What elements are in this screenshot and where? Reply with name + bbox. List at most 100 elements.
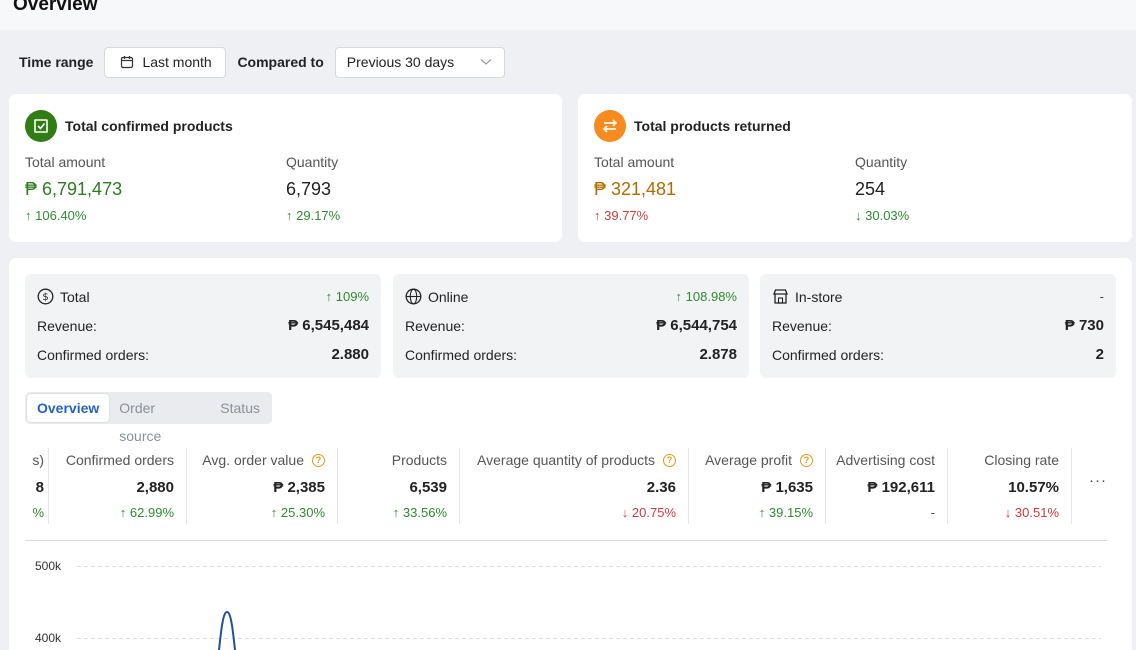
change-value: 106.40% — [35, 208, 87, 223]
returned-products-card: Total products returned Total amount ₱ 3… — [578, 94, 1132, 242]
metric-change: ↑ 29.17% — [286, 208, 340, 223]
kpi-label: Closing rate — [984, 452, 1059, 468]
y-tick-label: 500k — [35, 559, 62, 573]
svg-text:$: $ — [42, 292, 48, 303]
arrow-up-icon: ↑ — [758, 505, 769, 520]
kpi-change: ↓ 20.75% — [622, 505, 676, 520]
arrow-down-icon: ↓ — [855, 208, 866, 223]
arrow-up-icon: ↑ — [675, 289, 686, 304]
info-icon[interactable]: ? — [663, 453, 676, 467]
revenue-value: ₱ 6,544,754 — [656, 317, 737, 334]
channel-card-online: Online ↑ 108.98% Revenue: ₱ 6,544,754 Con… — [393, 274, 749, 378]
arrow-up-icon: ↑ — [119, 505, 130, 520]
quantity-metric: Quantity 254 ↓ 30.03% — [855, 154, 909, 223]
tab-status[interactable]: Status — [220, 400, 260, 416]
more-options-icon[interactable]: ··· — [1089, 472, 1107, 489]
card-title: Total confirmed products — [65, 118, 233, 134]
arrow-down-icon: ↓ — [1004, 505, 1015, 520]
metric-label: Quantity — [286, 154, 339, 170]
page-title: Overview — [13, 0, 98, 15]
revenue-label: Revenue: — [405, 317, 465, 334]
info-icon[interactable]: ? — [800, 453, 813, 467]
arrow-up-icon: ↑ — [594, 208, 605, 223]
kpi-value: 10.57% — [1008, 479, 1059, 496]
kpi-products: Products 6,539 ↑ 33.56% — [338, 448, 460, 524]
calendar-icon — [121, 56, 134, 69]
metric-value: 6,793 — [286, 179, 332, 199]
arrow-up-icon: ↑ — [25, 208, 36, 223]
change-value: 33.56% — [402, 505, 447, 520]
chart-svg — [25, 540, 1107, 650]
change-value: 39.77% — [604, 208, 649, 223]
kpi-label: Average profit? — [705, 452, 813, 468]
metric-value: 254 — [855, 179, 886, 199]
kpi-avg-order-value: Avg. order value? ₱ 2,385 ↑ 25.30% — [187, 448, 338, 524]
kpi-change: ↑ 33.56% — [393, 505, 447, 520]
kpi-value: 2.36 — [646, 479, 676, 496]
time-range-value: Last month — [142, 54, 212, 70]
kpi-change: ↑ 25.30% — [271, 505, 325, 520]
compared-to-label: Compared to — [237, 54, 324, 70]
arrow-up-icon: ↑ — [286, 208, 297, 223]
tab-order-source[interactable]: Order source — [119, 400, 162, 444]
top-bar: Overview — [0, 0, 1136, 30]
kpi-closing-rate: Closing rate 10.57% ↓ 30.51% — [948, 448, 1072, 524]
change-value: 30.03% — [865, 208, 910, 223]
kpi-label-text: Avg. order value — [202, 452, 304, 468]
metric-value: ₱ 6,791,473 — [25, 179, 123, 199]
dollar-circle-icon: $ — [37, 288, 54, 305]
compared-to-select[interactable]: Previous 30 days — [334, 46, 505, 78]
kpi-avg-profit: Average profit? ₱ 1,635 ↑ 39.15% — [689, 448, 826, 524]
confirmed-products-card: Total confirmed products Total amount ₱ … — [9, 94, 562, 242]
arrow-up-icon: ↑ — [270, 505, 281, 520]
kpi-value: ₱ 192,611 — [867, 479, 935, 496]
time-range-label: Time range — [19, 54, 94, 70]
orders-value: 2.880 — [331, 346, 369, 363]
series-line — [218, 610, 236, 650]
kpi-label: Confirmed orders — [65, 452, 174, 468]
orders-label: Confirmed orders: — [772, 346, 885, 363]
channel-card-total: $ Total ↑ 109% Revenue: ₱ 6,545,484 Confir… — [25, 274, 381, 378]
kpi-label-text: Average quantity of products — [477, 452, 655, 468]
metric-label: Total amount — [594, 154, 675, 170]
channel-change: ↑ 108.98% — [676, 289, 737, 304]
revenue-label: Revenue: — [37, 317, 97, 334]
amount-metric: Total amount ₱ 321,481 ↑ 39.77% — [594, 154, 676, 223]
kpi-avg-quantity: Average quantity of products? 2.36 ↓ 20.… — [460, 448, 689, 524]
kpi-change: ↑ 62.99% — [120, 505, 174, 520]
kpi-label: Average quantity of products? — [477, 452, 676, 468]
kpi-label: s) — [32, 452, 44, 468]
arrow-up-icon: ↑ — [392, 505, 403, 520]
kpi-change: - — [930, 505, 935, 520]
kpi-value: ₱ 1,635 — [761, 479, 813, 496]
metric-change: ↑ 39.77% — [594, 208, 676, 223]
time-range-button[interactable]: Last month — [104, 46, 227, 78]
metric-value: ₱ 321,481 — [594, 179, 677, 199]
change-value: 108.98% — [685, 289, 737, 304]
change-value: 30.51% — [1014, 505, 1059, 520]
kpi-value: 8 — [35, 479, 44, 496]
tab-overview[interactable]: Overview — [27, 394, 110, 422]
kpi-value: 2,880 — [136, 479, 174, 496]
change-value: 29.17% — [296, 208, 341, 223]
channel-name: Online — [428, 288, 469, 305]
metric-label: Quantity — [855, 154, 908, 170]
orders-value: 2 — [1095, 346, 1104, 363]
change-value: 25.30% — [280, 505, 325, 520]
store-icon — [773, 289, 788, 304]
kpi-change: % — [32, 505, 44, 520]
filters-bar: Time range Last month Compared to Previo… — [19, 46, 505, 78]
info-icon[interactable]: ? — [312, 453, 325, 467]
channel-name: In-store — [795, 288, 843, 305]
kpi-change: ↓ 30.51% — [1005, 505, 1059, 520]
revenue-value: ₱ 6,545,484 — [288, 317, 369, 334]
amount-metric: Total amount ₱ 6,791,473 ↑ 106.40% — [25, 154, 122, 223]
compared-to-value: Previous 30 days — [346, 54, 455, 70]
orders-value: 2.878 — [699, 346, 737, 363]
swap-arrows-icon — [594, 110, 626, 142]
change-value: 109% — [335, 289, 369, 304]
metric-change: ↑ 106.40% — [25, 208, 122, 223]
kpi-value: 6,539 — [409, 479, 447, 496]
kpi-label-text: Average profit — [705, 452, 792, 468]
arrow-down-icon: ↓ — [621, 505, 632, 520]
